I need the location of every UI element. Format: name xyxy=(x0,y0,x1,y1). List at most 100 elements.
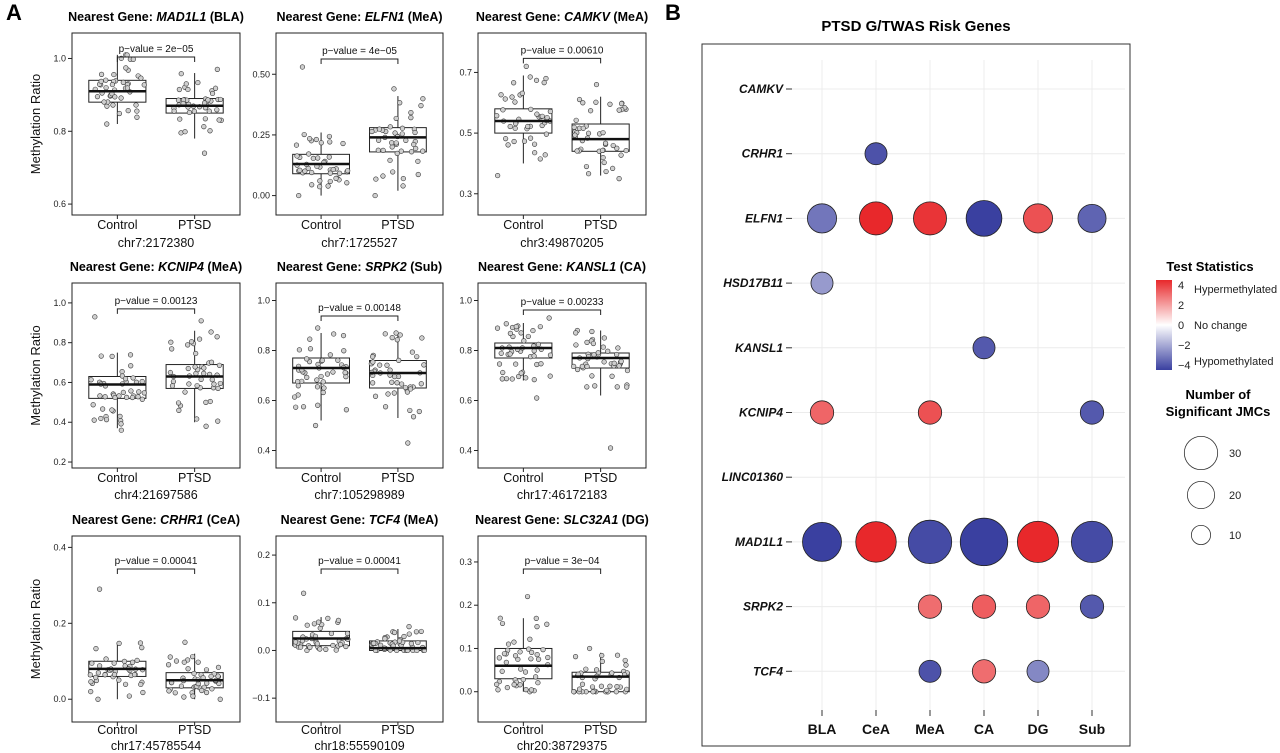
data-point xyxy=(530,327,536,334)
data-point xyxy=(616,107,622,113)
data-point xyxy=(190,693,196,699)
data-point xyxy=(573,342,579,348)
box-plot-tcf4: Nearest Gene: TCF4 (MeA) −0.1 0.0 0.1 0.2 Con… xyxy=(252,513,444,753)
data-point xyxy=(389,140,395,146)
significance-bracket: p−value = 3e−04 xyxy=(522,556,602,574)
data-point xyxy=(109,353,115,359)
x-category-label: Control xyxy=(97,218,137,232)
jitter-points xyxy=(92,52,147,127)
data-point xyxy=(134,108,140,114)
data-point xyxy=(541,80,547,86)
plot-title: Nearest Gene: KCNIP4 (MeA) xyxy=(70,260,242,274)
data-point xyxy=(543,131,550,137)
data-point xyxy=(102,394,108,400)
data-point xyxy=(615,345,621,351)
data-point xyxy=(191,108,197,114)
data-point xyxy=(588,108,594,114)
data-point xyxy=(317,178,323,184)
data-point xyxy=(538,361,544,367)
p-value-label: p−value = 0.00123 xyxy=(115,296,198,307)
panel-a-label: A xyxy=(6,0,22,25)
data-point xyxy=(391,629,398,636)
title-prefix: Nearest Gene: xyxy=(70,260,158,274)
x-category-label: PTSD xyxy=(584,723,617,737)
x-category-label: PTSD xyxy=(178,218,211,232)
color-legend: Test Statistics 4 2 0 −2 −4 Hypermethylated No … xyxy=(1156,259,1277,372)
data-point xyxy=(392,374,398,380)
data-point xyxy=(571,689,577,695)
data-point xyxy=(217,696,223,702)
title-gene: ELFN1 xyxy=(365,10,405,24)
data-point xyxy=(214,334,220,340)
y-tick-label: 0.2 xyxy=(459,600,472,610)
title-prefix: Nearest Gene: xyxy=(281,513,369,527)
data-point xyxy=(185,666,191,672)
data-point xyxy=(293,142,300,148)
gene-label: TCF4 xyxy=(753,664,783,678)
y-axis-label: Methylation Ratio xyxy=(28,579,43,679)
data-point xyxy=(310,155,316,161)
data-point xyxy=(503,321,509,327)
box-control xyxy=(494,315,554,401)
data-point xyxy=(343,643,349,650)
data-point xyxy=(96,586,103,592)
data-point xyxy=(503,376,510,382)
data-point xyxy=(380,173,386,179)
data-point xyxy=(527,74,533,80)
data-point xyxy=(173,658,180,664)
p-value-label: p−value = 3e−04 xyxy=(525,556,600,567)
data-point xyxy=(601,159,607,166)
bubble-kcnip4-sub xyxy=(1079,400,1105,425)
bubble-mad1l1-bla xyxy=(802,522,842,562)
data-point xyxy=(120,389,126,396)
data-point xyxy=(501,651,508,657)
data-point xyxy=(406,631,412,637)
data-point xyxy=(505,641,512,647)
bubble-chart-title: PTSD G/TWAS Risk Genes xyxy=(821,18,1010,35)
size-legend-title-line2: Significant JMCs xyxy=(1166,404,1271,419)
data-point xyxy=(90,402,96,408)
y-tick-label: 0.8 xyxy=(53,338,66,348)
data-point xyxy=(214,66,220,72)
data-point xyxy=(292,615,299,621)
color-legend-title: Test Statistics xyxy=(1166,259,1253,274)
data-point xyxy=(330,642,336,649)
size-legend-label: 10 xyxy=(1229,530,1241,542)
bracket-line xyxy=(320,58,399,64)
data-point xyxy=(583,666,589,672)
data-point xyxy=(304,374,310,380)
data-point xyxy=(294,153,300,159)
data-point xyxy=(500,369,506,376)
data-point xyxy=(384,362,390,368)
data-point xyxy=(573,117,579,123)
data-point xyxy=(399,131,405,137)
data-point xyxy=(215,673,221,679)
data-point xyxy=(590,689,596,695)
y-tick-label: 0.25 xyxy=(252,130,270,140)
data-point xyxy=(315,155,321,161)
data-point xyxy=(390,169,396,175)
bubble-kcnip4-bla xyxy=(809,400,835,425)
data-point xyxy=(376,137,382,143)
data-point xyxy=(571,124,577,130)
data-point xyxy=(411,141,417,148)
data-point xyxy=(318,373,324,380)
data-point xyxy=(307,336,313,342)
data-point xyxy=(512,99,518,105)
data-point xyxy=(118,95,124,101)
gene-label: SRPK2 xyxy=(743,600,783,614)
y-tick-label: 0.3 xyxy=(459,557,472,567)
plot-frame xyxy=(275,32,444,216)
data-point xyxy=(624,384,630,390)
data-point xyxy=(317,646,323,652)
data-point xyxy=(409,349,415,355)
data-point xyxy=(201,370,207,376)
data-point xyxy=(542,152,548,158)
data-point xyxy=(121,658,128,664)
bracket-line xyxy=(116,56,196,62)
data-point xyxy=(393,330,399,336)
data-point xyxy=(186,381,192,387)
data-point xyxy=(167,369,173,376)
y-tick-label: 0.6 xyxy=(53,377,66,387)
data-point xyxy=(192,364,198,370)
